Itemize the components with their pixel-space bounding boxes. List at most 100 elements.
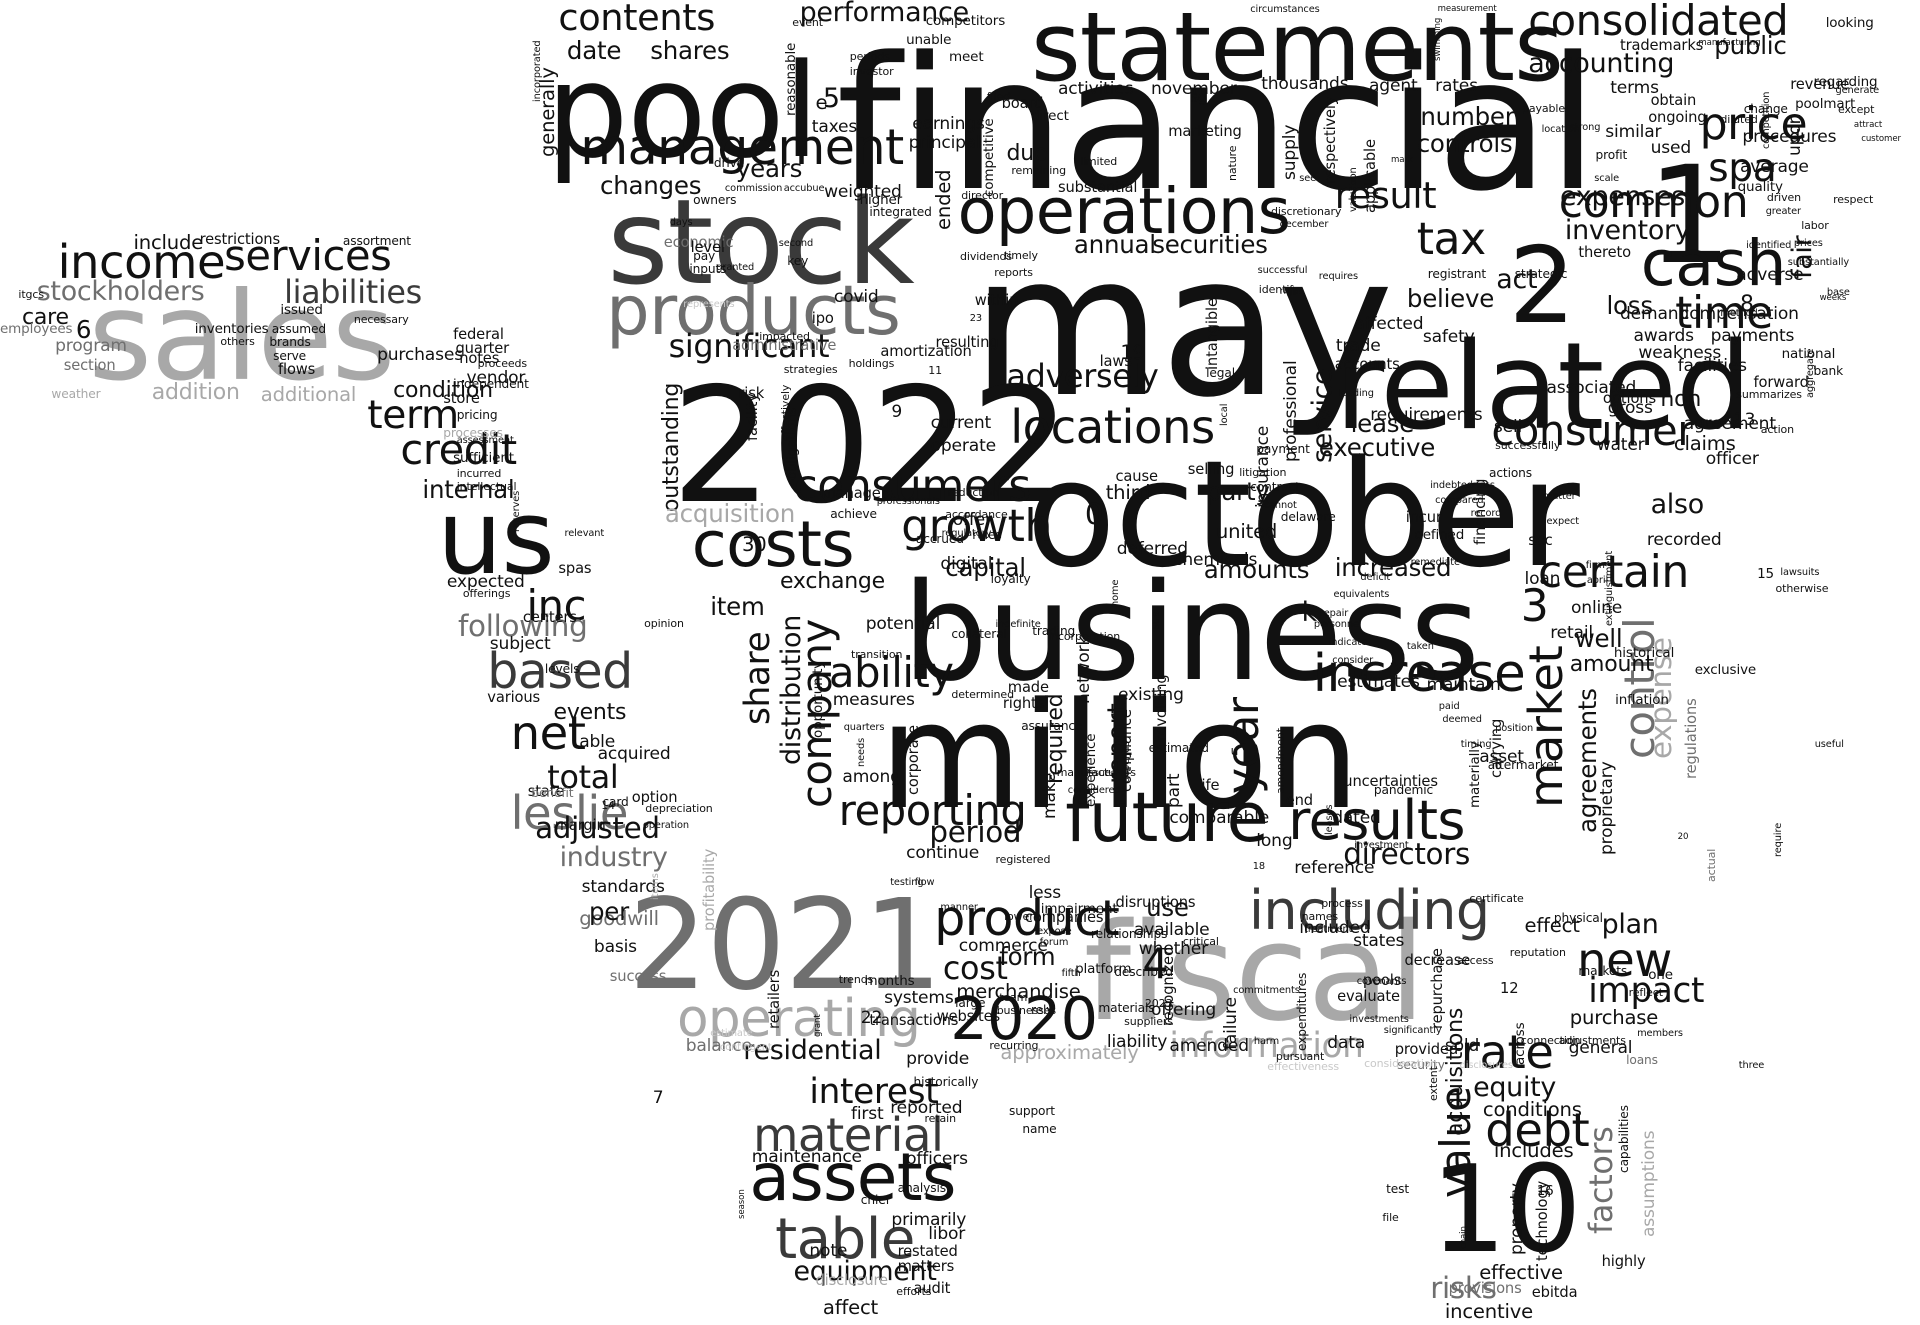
word-valuation: valuation — [1348, 167, 1360, 212]
word-forward: forward — [1753, 373, 1809, 391]
word-sec: sec — [1528, 531, 1553, 549]
word-risks: risks — [1430, 1270, 1497, 1305]
word-transition: transition — [851, 648, 903, 661]
word-within: within — [974, 291, 1019, 309]
word-weeks: weeks — [1819, 292, 1847, 303]
word-online: online — [1571, 598, 1623, 618]
word-cannot: cannot — [1263, 499, 1297, 511]
word-see: see — [1299, 172, 1317, 184]
word-inventory: inventory — [1564, 215, 1691, 246]
word-conditions: conditions — [1482, 1097, 1582, 1121]
word-certificate: certificate — [1469, 891, 1524, 905]
word-residential: residential — [743, 1035, 882, 1067]
word-collateral: collateral — [951, 627, 1007, 642]
word-customer: customer — [1861, 133, 1901, 144]
word-flow: flow — [914, 877, 935, 888]
word-form: form — [999, 942, 1056, 972]
word-dated: dated — [1332, 807, 1381, 828]
word-15: 15 — [1757, 566, 1775, 583]
word-assessment: assessment — [456, 435, 514, 446]
word-integrated: integrated — [869, 204, 932, 219]
word-upon: upon — [1784, 113, 1805, 156]
word-products: products — [606, 270, 901, 351]
word-sufficient: sufficient — [453, 449, 514, 466]
word-pandemic: pandemic — [1373, 782, 1434, 797]
word-changes: changes — [600, 170, 702, 200]
word-location: location — [1541, 123, 1580, 135]
word-controls: controls — [1416, 129, 1513, 159]
word-professionals: professionals — [876, 496, 940, 508]
word-independent: independent — [453, 377, 529, 392]
word-compensation: compensation — [1680, 304, 1799, 325]
word-ability: ability — [829, 647, 954, 697]
word-disruptions: disruptions — [1115, 894, 1196, 912]
word-used: used — [1650, 137, 1692, 158]
word-deemed: deemed — [1442, 714, 1482, 726]
word-agent: agent — [1369, 76, 1418, 97]
word-leslie: leslie — [510, 785, 629, 840]
word-legal: legal — [1206, 366, 1235, 381]
word-capital: capital — [945, 553, 1026, 582]
word-sell: sell — [1493, 416, 1523, 437]
word-events: events — [553, 699, 627, 725]
word-2: 2 — [1508, 223, 1576, 347]
word-incorporation: incorporation — [1048, 629, 1121, 643]
word-maintenance: maintenance — [751, 1146, 862, 1167]
word-share: share — [737, 631, 778, 725]
word-made: made — [1007, 678, 1049, 696]
word-affect: affect — [822, 1296, 879, 1320]
word-investor: investor — [849, 65, 894, 79]
word-right: right — [1279, 285, 1303, 297]
word-method: method — [1720, 307, 1758, 319]
word-successful: successful — [1257, 264, 1308, 276]
word-timely: timely — [1004, 248, 1038, 262]
word-includes: includes — [1493, 1139, 1574, 1163]
word-aggregate: aggregate — [1805, 348, 1817, 399]
word-discretionary: discretionary — [1271, 204, 1342, 218]
word-paid: paid — [1438, 700, 1460, 712]
word-industry: industry — [559, 842, 668, 873]
word-registered: registered — [995, 852, 1051, 866]
word-repurchase: repurchase — [1429, 947, 1447, 1029]
word-estimate: estimate — [710, 1027, 753, 1039]
word-uncertainties: uncertainties — [1343, 773, 1438, 791]
word-granted: granted — [716, 262, 755, 274]
word-registrant: registrant — [1427, 267, 1487, 282]
word-extent: extent — [1426, 1066, 1440, 1101]
word-liabilities: liabilities — [284, 273, 422, 311]
word-periods: periods — [849, 50, 890, 64]
word-data: data — [1327, 1032, 1366, 1053]
word-economic: economic — [663, 234, 734, 252]
word-cause: cause — [1115, 468, 1158, 486]
word-result: result — [1334, 173, 1437, 217]
word-competition: competition — [1761, 91, 1772, 150]
word-matter: matter — [1542, 491, 1576, 503]
word-represents: represents — [683, 299, 735, 310]
word-requires: requires — [1318, 270, 1358, 282]
word-less: less — [1028, 883, 1062, 904]
word-access: access — [1457, 954, 1494, 968]
word-weakness: weakness — [1638, 343, 1722, 364]
word-commitments: commitments — [1233, 984, 1300, 996]
word-others: others — [220, 334, 255, 348]
word-forum: forum — [1039, 937, 1069, 948]
word-trends: trends — [838, 972, 874, 986]
word-direct: direct — [1031, 108, 1069, 125]
word-corporate: corporate — [905, 724, 923, 795]
word-relationships: relationships — [1091, 927, 1168, 942]
word-believe: believe — [1406, 283, 1495, 313]
word-useful: useful — [1814, 738, 1844, 750]
word-opinion: opinion — [644, 617, 684, 631]
word-prices: prices — [1793, 237, 1823, 249]
word-debt: debt — [1485, 1103, 1590, 1157]
word-lease: lease — [1350, 408, 1415, 438]
word-analysis: analysis — [897, 1180, 946, 1195]
word-million: million — [879, 671, 1360, 843]
word-covid: covid — [833, 287, 879, 307]
word-accordance: accordance — [945, 508, 1008, 522]
word-thereto: thereto — [1578, 244, 1631, 262]
word-use: use — [1146, 893, 1189, 923]
word-earnings: earnings — [912, 114, 985, 135]
word-common: common — [1558, 177, 1749, 229]
word-reasonable: reasonable — [782, 43, 799, 117]
